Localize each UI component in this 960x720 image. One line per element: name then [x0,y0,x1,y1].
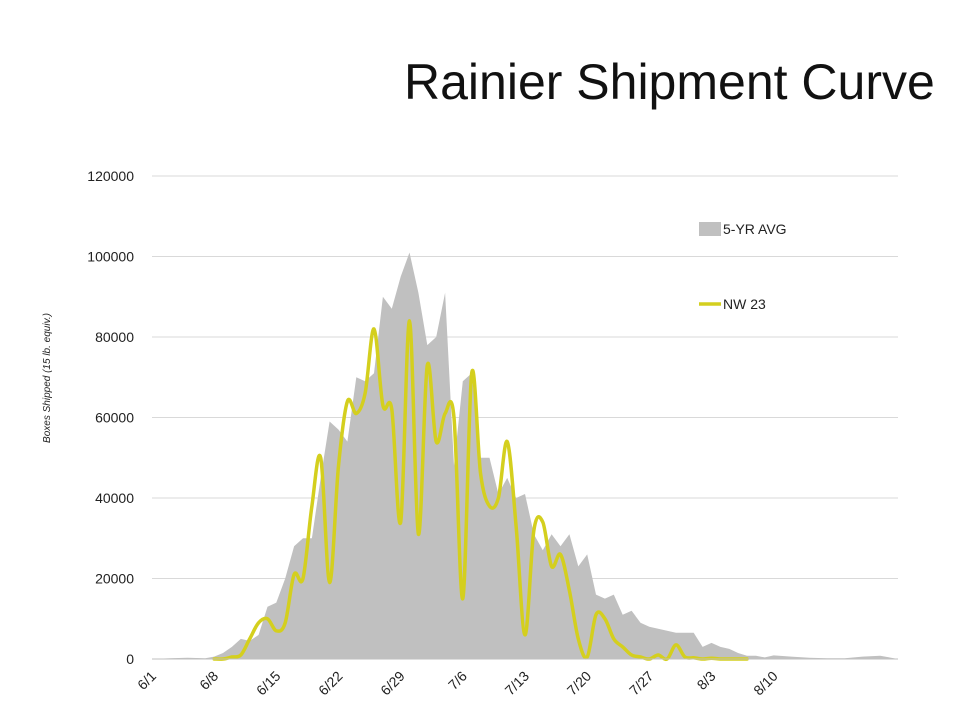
x-tick-label: 7/27 [626,668,657,699]
x-tick-label: 6/1 [134,668,159,693]
y-tick-label: 0 [126,651,134,667]
legend-label-5yr-avg: 5-YR AVG [723,221,787,237]
y-tick-label: 100000 [87,249,134,265]
y-tick-label: 40000 [95,490,134,506]
x-tick-label: 7/13 [502,668,533,699]
page-title: Rainier Shipment Curve [404,54,935,110]
x-tick-label: 6/22 [315,668,346,699]
x-tick-label: 8/10 [750,668,781,699]
x-tick-label: 6/15 [253,668,284,699]
x-tick-label: 7/20 [564,668,595,699]
series-5yr-avg-area [152,252,898,659]
axis-layer: 0 20000 40000 60000 80000 100000 120000 6/1 6/8 6… [87,168,898,698]
y-axis-label: Boxes Shipped (15 lb. equiv.) [42,313,53,443]
plot-area [152,252,898,659]
x-tick-label: 6/29 [377,668,408,699]
legend-swatch-5yr-avg [699,222,721,236]
y-tick-label: 20000 [95,571,134,587]
y-tick-label: 80000 [95,329,134,345]
legend: 5-YR AVG NW 23 [699,221,787,312]
y-tick-label: 60000 [95,410,134,426]
x-tick-label: 8/3 [694,668,719,693]
legend-label-nw23: NW 23 [723,296,766,312]
y-tick-label: 120000 [87,168,134,184]
x-tick-label: 7/6 [445,668,470,693]
x-tick-label: 6/8 [196,668,221,693]
